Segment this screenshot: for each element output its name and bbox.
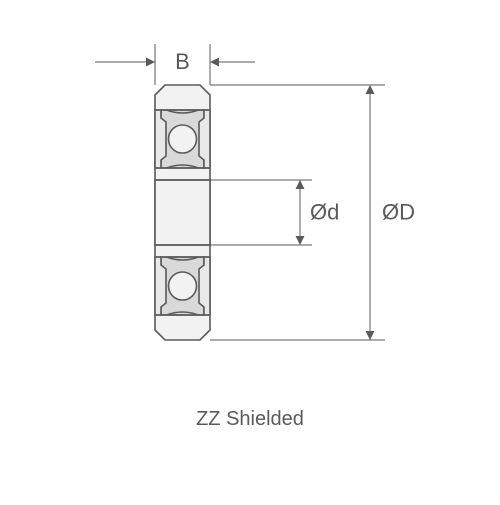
bearing-diagram: B ØD Ød ZZ Shielded <box>0 0 500 500</box>
svg-text:Ød: Ød <box>310 200 339 225</box>
svg-text:B: B <box>175 49 190 74</box>
svg-text:ØD: ØD <box>382 200 415 225</box>
caption: ZZ Shielded <box>0 408 500 431</box>
